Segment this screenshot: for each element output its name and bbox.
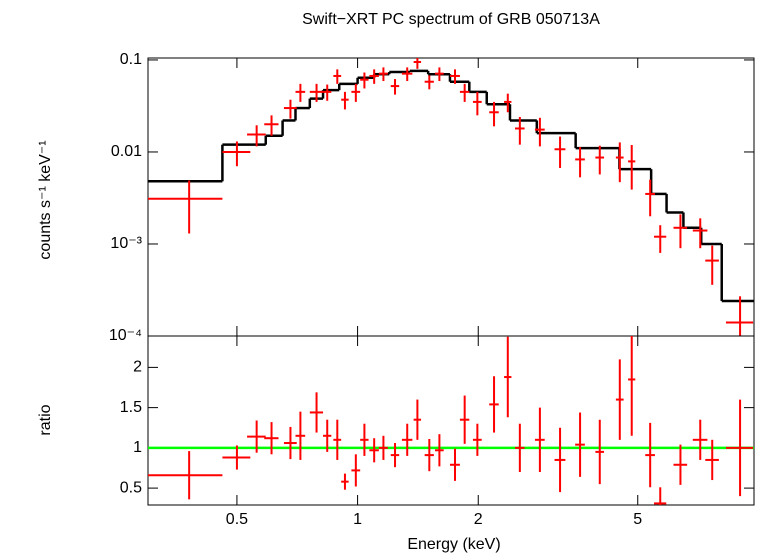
y-tick-label: 10⁻³ (110, 235, 142, 252)
x-tick-label: 0.5 (226, 511, 248, 528)
x-tick-label: 2 (474, 511, 483, 528)
y-axis-label: ratio (37, 404, 54, 435)
y-tick-label: 0.01 (111, 143, 142, 160)
y-tick-label: 1.5 (120, 399, 142, 416)
chart-title: Swift−XRT PC spectrum of GRB 050713A (302, 11, 600, 28)
y-tick-label: 1 (133, 439, 142, 456)
y-tick-label: 0.5 (120, 479, 142, 496)
x-tick-label: 1 (353, 511, 362, 528)
y-tick-label: 10⁻⁴ (109, 327, 142, 344)
y-tick-label: 2 (133, 359, 142, 376)
plot-frame (147, 57, 755, 337)
y-axis-label: counts s⁻¹ keV⁻¹ (37, 140, 54, 259)
x-tick-label: 5 (633, 511, 642, 528)
y-tick-label: 0.1 (120, 51, 142, 68)
x-axis-label: Energy (keV) (407, 536, 500, 553)
plot-frame (147, 335, 755, 506)
